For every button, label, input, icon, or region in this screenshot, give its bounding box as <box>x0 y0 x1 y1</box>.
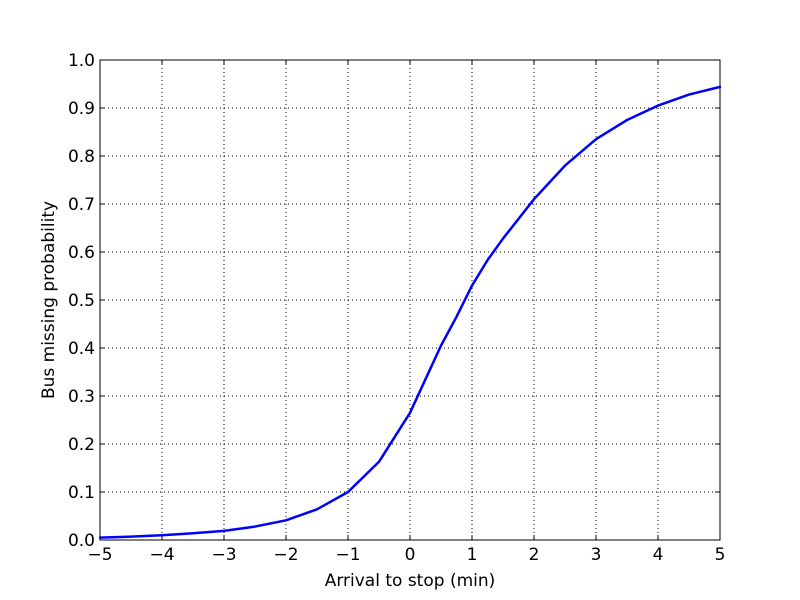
x-tick-label: −5 <box>87 545 112 565</box>
x-tick-label: 2 <box>529 545 540 565</box>
y-tick-label: 0.4 <box>68 339 95 359</box>
x-tick-labels: −5 −4 −3 −2 −1 0 1 2 3 4 5 <box>87 545 725 565</box>
x-tick-label: −2 <box>273 545 298 565</box>
x-tick-label: 3 <box>591 545 602 565</box>
y-tick-label: 0.7 <box>68 195 95 215</box>
y-tick-label: 1.0 <box>68 51 95 71</box>
x-tick-label: 4 <box>653 545 664 565</box>
y-tick-label: 0.2 <box>68 435 95 455</box>
series-line <box>98 85 722 539</box>
y-tick-label: 0.1 <box>68 483 95 503</box>
y-tick-label: 0.6 <box>68 243 95 263</box>
y-tick-label: 0.9 <box>68 99 95 119</box>
x-tick-label: −1 <box>335 545 360 565</box>
y-tick-label: 0.0 <box>68 531 95 551</box>
y-tick-label: 0.3 <box>68 387 95 407</box>
y-axis-label: Bus missing probability <box>39 201 59 399</box>
series-layer <box>98 85 722 539</box>
y-tick-label: 0.5 <box>68 291 95 311</box>
x-tick-label: 0 <box>405 545 416 565</box>
x-tick-label: 5 <box>715 545 726 565</box>
tick-marks <box>99 59 721 541</box>
x-tick-label: −3 <box>211 545 236 565</box>
x-tick-label: 1 <box>467 545 478 565</box>
y-tick-label: 0.8 <box>68 147 95 167</box>
y-tick-labels: 0.0 0.1 0.2 0.3 0.4 0.5 0.6 0.7 0.8 0.9 1.0 <box>68 51 95 551</box>
x-axis-label: Arrival to stop (min) <box>325 571 496 591</box>
x-tick-label: −4 <box>149 545 174 565</box>
